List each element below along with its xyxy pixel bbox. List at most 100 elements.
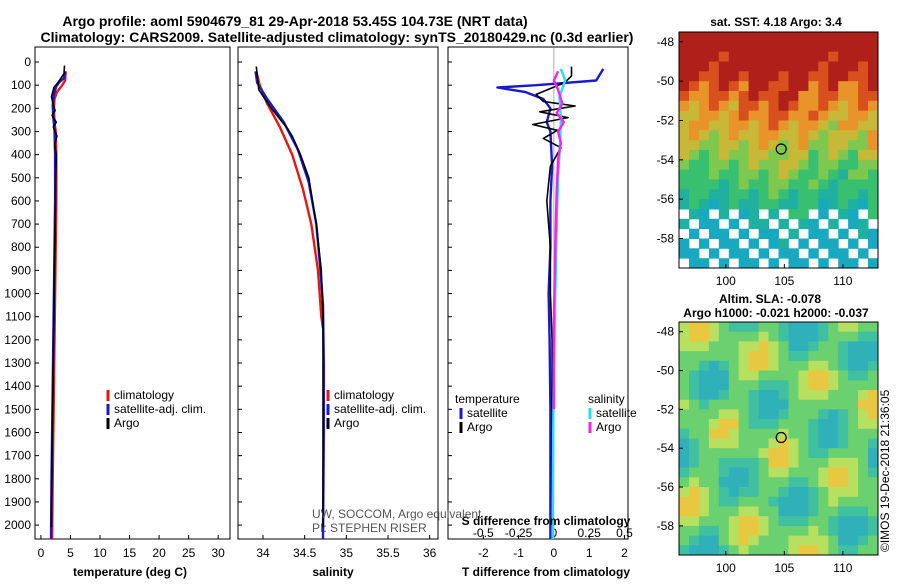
map-cell (689, 448, 700, 459)
map-cell (728, 535, 740, 546)
map-cell (818, 199, 829, 210)
map-cell (798, 467, 809, 478)
map-cell (728, 419, 740, 430)
map-cell (689, 32, 700, 43)
map-cell (868, 209, 879, 220)
map-cell (748, 61, 759, 72)
map-cell (868, 419, 879, 430)
map-cell (698, 390, 710, 401)
map-cell (828, 81, 839, 92)
map-cell (818, 258, 829, 269)
map-cell (698, 380, 710, 391)
map-cell (828, 41, 839, 53)
map-cell (848, 209, 859, 220)
map-cell (858, 409, 869, 420)
map-cell (788, 506, 799, 517)
map-cell (718, 438, 730, 449)
map-cell (718, 189, 730, 200)
map-cell (818, 351, 829, 362)
map-cell (818, 467, 829, 478)
map-cell (868, 169, 879, 180)
map-cell (698, 341, 710, 352)
map-cell (808, 169, 819, 180)
map-cell (828, 51, 839, 62)
map-cell (788, 100, 799, 112)
map-cell (838, 419, 849, 430)
map-cell (748, 322, 759, 333)
map-cell (758, 140, 769, 151)
map-cell (698, 496, 710, 507)
map-cell (848, 409, 859, 420)
map-cell (778, 51, 789, 62)
map-cell (748, 351, 759, 362)
map-cell (868, 477, 879, 488)
map-cell (758, 477, 769, 488)
map-cell (818, 428, 829, 439)
map-cell (689, 169, 700, 180)
map-cell (698, 81, 710, 92)
map-cell (868, 545, 879, 556)
map-cell (689, 120, 700, 131)
map-cell (679, 341, 690, 352)
map-cell (708, 409, 720, 420)
map-cell (708, 110, 720, 121)
x-tick-label: 5 (67, 546, 74, 560)
map-cell (828, 179, 839, 190)
map-cell (738, 51, 750, 62)
map-cell (838, 438, 849, 449)
map-cell (758, 322, 769, 333)
map-cell (798, 409, 809, 420)
map-cell (748, 360, 759, 371)
depth-tick-label: 1200 (4, 333, 31, 347)
map-cell (718, 467, 730, 478)
map-cell (758, 351, 769, 362)
map-cell (858, 370, 869, 381)
map-cell (858, 399, 869, 410)
map-cell (858, 341, 869, 352)
x-tick-label: 30 (212, 546, 226, 560)
map-cell (848, 238, 859, 249)
map-cell (738, 71, 750, 82)
map-cell (858, 438, 869, 449)
map-cell (818, 140, 829, 151)
map-cell (818, 419, 829, 430)
map-cell (689, 380, 700, 391)
map-cell (788, 380, 799, 391)
map-cell (718, 71, 730, 82)
map-cell (858, 179, 869, 190)
map-cell (808, 120, 819, 131)
map-cell (858, 506, 869, 517)
map-cell (798, 399, 809, 410)
map-cell (778, 487, 789, 498)
map-cell (698, 477, 710, 488)
map-cell (728, 71, 740, 82)
map-cell (768, 351, 779, 362)
map-cell (838, 457, 849, 469)
map-cell (758, 331, 769, 342)
map-cell (708, 390, 720, 401)
map-cell (679, 218, 690, 230)
map-cell (778, 438, 789, 449)
map-cell (858, 189, 869, 200)
map-cell (858, 110, 869, 121)
map-cell (748, 258, 759, 269)
map-cell (818, 209, 829, 220)
map-cell (768, 506, 779, 517)
map-cell (718, 81, 730, 92)
map-cell (748, 419, 759, 430)
map-cell (689, 360, 700, 371)
map-cell (738, 428, 750, 439)
map-cell (748, 428, 759, 439)
map-cell (848, 419, 859, 430)
map-cell (788, 399, 799, 410)
map-cell (798, 189, 809, 200)
map-cell (738, 525, 750, 537)
map-cell (838, 248, 849, 259)
series-line-argo (255, 66, 324, 528)
map-cell (858, 545, 869, 556)
map-cell (828, 448, 839, 459)
map-cell (738, 419, 750, 430)
map-cell (718, 525, 730, 537)
map-cell (698, 41, 710, 53)
